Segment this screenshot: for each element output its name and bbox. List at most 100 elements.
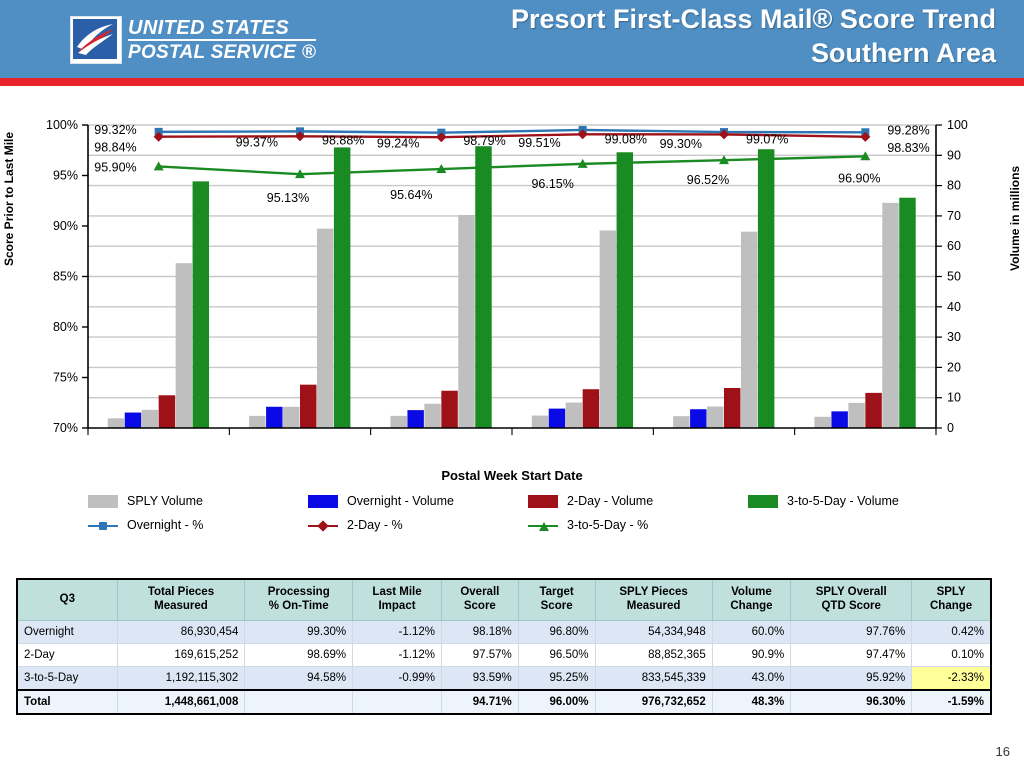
table-cell-target-score: 96.50% [517, 642, 596, 667]
table-cell-processing-ontime: 99.30% [244, 619, 354, 644]
plot-area: 100% 95% 90% 85% 80% 75% 70% 100 90 80 70 60 50 40 30 2… [0, 96, 1024, 441]
legend-item-3to5day-pct[interactable]: 3-to-5-Day - % [528, 518, 748, 532]
svg-text:80%: 80% [53, 320, 78, 334]
th-total-pieces: Total Pieces Measured [116, 578, 246, 621]
twoday-pct-line-icon [308, 519, 338, 532]
table-cell-last-mile-impact: -1.12% [352, 619, 442, 644]
line-series-group [153, 125, 871, 179]
svg-text:99.28%: 99.28% [887, 123, 929, 137]
table-cell-target-score: 96.80% [517, 619, 596, 644]
svg-text:100: 100 [947, 118, 968, 132]
legend-label: 2-Day - Volume [567, 494, 654, 508]
svg-text:98.84%: 98.84% [94, 141, 136, 155]
svg-text:99.07%: 99.07% [746, 132, 788, 146]
table-cell-volume-change: 60.0% [711, 619, 792, 644]
th-target-score: Target Score [517, 578, 596, 621]
table-cell-sply-pieces: 976,732,652 [594, 688, 713, 715]
svg-text:90%: 90% [53, 219, 78, 233]
legend-label: 3-to-5-Day - Volume [787, 494, 899, 508]
legend-item-overnight-volume[interactable]: Overnight - Volume [308, 494, 528, 508]
chart-container: Score Prior to Last Mile Volume in milli… [0, 96, 1024, 566]
svg-text:0: 0 [947, 421, 954, 435]
table-cell-sply-qtd-score: 97.47% [790, 642, 913, 667]
svg-text:60: 60 [947, 239, 961, 253]
bar-series-group [107, 146, 916, 429]
svg-text:99.24%: 99.24% [377, 137, 419, 151]
svg-text:99.30%: 99.30% [660, 137, 702, 151]
svg-text:30: 30 [947, 330, 961, 344]
data-labels-group: 99.32% 99.37% 99.24% 99.51% 99.30% 99.28% 98.8… [94, 123, 929, 205]
title-line-2: Southern Area [810, 37, 996, 68]
table-cell-overall-score: 94.71% [440, 688, 519, 715]
table-cell-total-pieces: 86,930,454 [116, 619, 246, 644]
table-cell-sply-change: -1.59% [911, 688, 992, 715]
table-cell-sply-qtd-score: 96.30% [790, 688, 913, 715]
legend-item-3to5day-volume[interactable]: 3-to-5-Day - Volume [748, 494, 968, 508]
table-row: Total 1,448,661,008 94.71% 96.00% 976,732,65… [16, 688, 992, 715]
table-cell-processing-ontime [244, 688, 354, 715]
sply-volume-swatch-icon [88, 494, 118, 508]
legend-item-sply-volume[interactable]: SPLY Volume [88, 494, 308, 508]
table-row: Overnight 86,930,454 99.30% -1.12% 98.18% 96.… [16, 619, 992, 644]
table-row-label: 2-Day [16, 642, 118, 667]
page-title: Presort First-Class Mail® Score Trend So… [336, 3, 996, 71]
th-sply-qtd-score: SPLY Overall QTD Score [790, 578, 913, 621]
svg-text:10: 10 [947, 391, 961, 405]
overnight-volume-swatch-icon [308, 494, 338, 508]
axis-tick-labels: 100%95%90%85%80%75%70%100908070605040302… [46, 118, 968, 435]
usps-eagle-icon [70, 16, 122, 64]
legend-label: SPLY Volume [127, 494, 203, 508]
table-cell-sply-pieces: 88,852,365 [594, 642, 713, 667]
table-header-row: Q3 Total Pieces Measured Processing% On-T… [16, 578, 992, 621]
gridlines [88, 124, 936, 399]
svg-text:100%: 100% [46, 118, 78, 132]
th-sply-pieces: SPLY Pieces Measured [594, 578, 713, 621]
svg-text:99.51%: 99.51% [518, 136, 560, 150]
svg-text:99.32%: 99.32% [94, 123, 136, 137]
table-row-label: 3-to-5-Day [16, 665, 118, 691]
table-cell-total-pieces: 169,615,252 [116, 642, 246, 667]
table-cell-target-score: 95.25% [517, 665, 596, 691]
table-cell-sply-pieces: 833,545,339 [594, 665, 713, 691]
th-sply-change: SPLY Change [911, 578, 992, 621]
threetofiveday-volume-swatch-icon [748, 494, 778, 508]
table-row-label: Overnight [16, 619, 118, 644]
table-cell-sply-qtd-score: 97.76% [790, 619, 913, 644]
table-cell-total-pieces: 1,192,115,302 [116, 665, 246, 691]
table-cell-sply-change: -2.33% [911, 665, 992, 691]
legend-row-volumes: SPLY Volume Overnight - Volume 2-Day - V… [88, 494, 968, 508]
twoday-volume-swatch-icon [528, 494, 558, 508]
table-row-label: Total [16, 688, 118, 715]
table-cell-volume-change: 43.0% [711, 665, 792, 691]
table-cell-volume-change: 48.3% [711, 688, 792, 715]
table-cell-last-mile-impact [352, 688, 442, 715]
legend-item-overnight-pct[interactable]: Overnight - % [88, 518, 308, 532]
svg-text:96.15%: 96.15% [531, 177, 573, 191]
overnight-pct-line-icon [88, 519, 118, 532]
legend-item-2day-volume[interactable]: 2-Day - Volume [528, 494, 748, 508]
svg-text:20: 20 [947, 360, 961, 374]
table-cell-overall-score: 93.59% [440, 665, 519, 691]
svg-text:90: 90 [947, 148, 961, 162]
header-red-rule [0, 78, 1024, 86]
svg-text:96.90%: 96.90% [838, 171, 880, 185]
svg-text:99.37%: 99.37% [236, 135, 278, 149]
th-q3: Q3 [16, 578, 118, 621]
svg-text:95.13%: 95.13% [267, 191, 309, 205]
legend-item-2day-pct[interactable]: 2-Day - % [308, 518, 528, 532]
chart-legend: SPLY Volume Overnight - Volume 2-Day - V… [88, 494, 968, 532]
svg-text:80: 80 [947, 179, 961, 193]
table-cell-target-score: 96.00% [517, 688, 596, 715]
axes-group [82, 124, 942, 435]
legend-label: 2-Day - % [347, 518, 403, 532]
table-cell-volume-change: 90.9% [711, 642, 792, 667]
svg-text:95.90%: 95.90% [94, 160, 136, 174]
th-volume-change: Volume Change [711, 578, 792, 621]
table-cell-overall-score: 98.18% [440, 619, 519, 644]
combo-chart-svg: 100%95%90%85%80%75%70%100908070605040302… [46, 118, 968, 435]
page-number: 16 [995, 744, 1010, 759]
table-cell-sply-qtd-score: 95.92% [790, 665, 913, 691]
table-cell-sply-change: 0.42% [911, 619, 992, 644]
logo-line-2: POSTAL SERVICE ® [128, 42, 317, 63]
x-axis-title: Postal Week Start Date [441, 468, 583, 483]
